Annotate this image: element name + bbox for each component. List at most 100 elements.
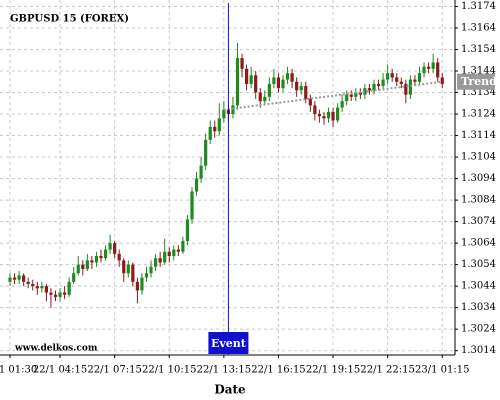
candle-body <box>213 126 217 132</box>
y-tick-label: 1.3084 <box>461 195 496 206</box>
candle-body <box>117 253 121 261</box>
candle-body <box>217 118 221 132</box>
candle-body <box>436 62 440 78</box>
y-tick-label: 1.3104 <box>461 152 496 163</box>
candle-body <box>440 77 444 84</box>
y-tick-label: 1.3154 <box>461 44 496 55</box>
candle-body <box>72 273 76 282</box>
candle-body <box>322 116 326 119</box>
candle-body <box>190 191 194 220</box>
candle-body <box>40 286 44 289</box>
candle-body <box>99 256 103 259</box>
y-tick-label: 1.3034 <box>461 302 496 313</box>
candle-body <box>295 81 299 91</box>
candle-body <box>331 111 335 121</box>
candle-body <box>390 73 394 78</box>
candle-body <box>126 264 130 274</box>
grid-group <box>0 0 455 355</box>
trend-label-box <box>457 73 495 90</box>
candle-body <box>313 105 317 115</box>
candle-body <box>231 105 235 115</box>
candle-body <box>53 294 58 297</box>
x-tick-label: 22/1 04:15 <box>33 365 87 376</box>
y-tick-label: 1.3074 <box>461 216 496 227</box>
candle-body <box>263 96 267 102</box>
candle-body <box>399 81 403 84</box>
candle-body <box>367 88 372 91</box>
y-tick-label: 1.3114 <box>461 130 496 141</box>
candle-body <box>67 281 71 295</box>
x-tick-label: 22/1 19:15 <box>306 365 360 376</box>
candle-body <box>386 73 390 80</box>
y-tick-label: 1.3094 <box>461 173 496 184</box>
candle-body <box>431 62 435 69</box>
trend-label: Trend <box>461 75 497 88</box>
candle-body <box>49 292 53 295</box>
candle-body <box>340 101 344 108</box>
candle-body <box>285 73 290 80</box>
candle-body <box>422 66 426 74</box>
candle-body <box>172 249 176 257</box>
candle-body <box>240 58 244 69</box>
candle-body <box>140 277 144 291</box>
candle-body <box>258 92 262 102</box>
candle-body <box>26 281 30 284</box>
candle-body <box>176 249 180 252</box>
candle-body <box>254 75 258 93</box>
candle-body <box>122 260 126 274</box>
candle-body <box>404 83 408 95</box>
candle-body <box>336 107 340 121</box>
candle-body <box>281 79 285 89</box>
x-tick-label: 22/1 13:15 <box>197 365 251 376</box>
candle-body <box>427 66 431 69</box>
candle-body <box>363 88 367 95</box>
candle-body <box>222 109 226 119</box>
candle-body <box>35 286 39 289</box>
candle-body <box>108 243 112 250</box>
candle-body <box>290 73 294 82</box>
x-tick-label: 22/1 22:15 <box>360 365 414 376</box>
candle-body <box>204 139 208 166</box>
event-label: Event <box>211 337 247 350</box>
chart-title: GBPUSD 15 (FOREX) <box>10 14 129 25</box>
candle-body <box>376 83 381 87</box>
y-tick-label: 1.3134 <box>461 87 496 98</box>
candle-body <box>395 77 399 82</box>
candle-body <box>131 264 135 282</box>
candle-body <box>12 277 17 280</box>
candle-body <box>194 178 199 192</box>
candle-body <box>158 258 162 263</box>
candle-body <box>185 219 190 241</box>
y-tick-label: 1.3164 <box>461 22 496 33</box>
x-tick-label: 22/1 01:30 <box>0 365 37 376</box>
trend-line <box>223 80 443 111</box>
candle-body <box>167 251 171 257</box>
candle-body <box>22 275 26 282</box>
candle-body <box>113 243 117 254</box>
candle-body <box>381 79 385 87</box>
event-label-box <box>208 332 249 354</box>
candle-body <box>304 86 308 99</box>
y-tick-label: 1.3064 <box>461 238 496 249</box>
candle-body <box>267 83 271 97</box>
candle-body <box>317 114 321 117</box>
candle-body <box>249 75 253 84</box>
candle-body <box>235 58 240 106</box>
candle-body <box>90 260 94 263</box>
candle-body <box>94 256 99 263</box>
watermark: www.delkos.com <box>14 344 98 354</box>
candle-body <box>81 264 85 269</box>
candle-body <box>349 94 353 97</box>
candle-body <box>272 77 276 84</box>
candle-body <box>144 273 149 278</box>
y-tick-label: 1.3044 <box>461 281 496 292</box>
x-axis-title: Date <box>214 383 246 397</box>
candle-body <box>354 92 358 97</box>
candle-body <box>417 73 422 82</box>
candle-body <box>299 86 303 91</box>
y-tick-label: 1.3054 <box>461 259 496 270</box>
candle-body <box>326 111 331 119</box>
candle-body <box>135 281 139 291</box>
candle-body <box>372 83 376 91</box>
